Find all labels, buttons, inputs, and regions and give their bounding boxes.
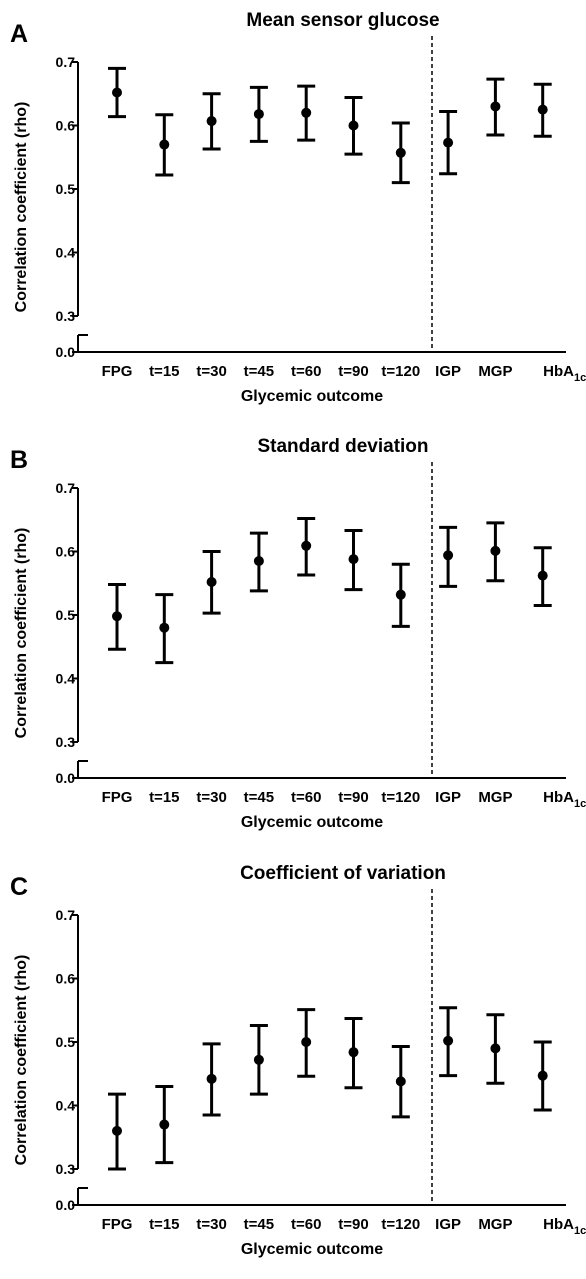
x-tick-label: t=60 (291, 1216, 321, 1233)
y-tick-label: 0.5 (56, 181, 76, 197)
y-tick-label: 0.4 (56, 1098, 76, 1114)
x-tick-label: t=60 (291, 789, 321, 806)
data-point (253, 556, 264, 567)
chart-svg: C Coefficient of variation 0.7 0.6 0.5 0.4 0.3… (10, 863, 586, 1258)
y-tick-label-zero: 0.0 (56, 770, 76, 786)
data-point (206, 576, 217, 587)
panel-b: B Standard deviation 0.7 0.6 0.5 0.4 0.3 0.0 Cor… (0, 426, 586, 852)
x-tick-label: t=90 (338, 363, 368, 380)
x-tick-label: t=15 (149, 789, 179, 806)
x-tick-label: FPG (102, 1216, 133, 1233)
x-tick-label: MGP (478, 363, 512, 380)
data-point (112, 611, 122, 622)
x-tick-label: MGP (478, 1216, 512, 1233)
chart-svg: A Mean sensor glucose 0.7 0.6 0.5 0.4 0.3 0.0 Co… (10, 10, 586, 405)
y-tick-label: 0.6 (56, 544, 76, 560)
x-tick-label: t=120 (381, 789, 420, 806)
data-point (490, 1043, 501, 1054)
data-point (159, 622, 170, 633)
panel-c: C Coefficient of variation 0.7 0.6 0.5 0.4 0.3… (0, 853, 586, 1279)
x-tick-label: MGP (478, 789, 512, 806)
x-tick-label: t=120 (381, 363, 420, 380)
x-tick-label: HbA1c (543, 363, 586, 384)
x-axis-label: Glycemic outcome (241, 814, 383, 831)
chart-svg: B Standard deviation 0.7 0.6 0.5 0.4 0.3 0.0 Cor… (10, 436, 586, 831)
y-tick-label: 0.3 (56, 308, 76, 324)
data-point (301, 107, 312, 118)
x-tick-label: IGP (435, 363, 461, 380)
data-point (490, 101, 501, 112)
x-tick-label: FPG (102, 363, 133, 380)
x-tick-label: t=60 (291, 363, 321, 380)
x-axis-label: Glycemic outcome (241, 388, 383, 405)
data-point (348, 120, 359, 131)
data-point (537, 104, 548, 115)
x-tick-label: t=30 (196, 789, 226, 806)
x-tick-label: t=45 (244, 1216, 274, 1233)
chart-title: Mean sensor glucose (246, 10, 439, 31)
y-tick-label-zero: 0.0 (56, 344, 76, 360)
y-tick-label: 0.5 (56, 607, 76, 623)
data-point (206, 116, 217, 127)
data-point (537, 1070, 548, 1081)
y-tick-label: 0.7 (56, 907, 76, 923)
data-point (395, 147, 406, 158)
y-tick-label: 0.5 (56, 1034, 76, 1050)
x-tick-label: IGP (435, 789, 461, 806)
y-tick-label: 0.4 (56, 245, 76, 261)
x-tick-label: t=15 (149, 1216, 179, 1233)
x-tick-label: t=90 (338, 789, 368, 806)
data-point (253, 1054, 264, 1065)
chart-title: Standard deviation (257, 436, 428, 457)
y-axis-label: Correlation coefficient (rho) (13, 528, 30, 739)
x-tick-label: t=15 (149, 363, 179, 380)
data-point (159, 1119, 170, 1130)
data-point (395, 589, 406, 600)
y-tick-label: 0.3 (56, 734, 76, 750)
y-tick-label: 0.7 (56, 480, 76, 496)
y-tick-label: 0.3 (56, 1161, 76, 1177)
data-point (395, 1076, 406, 1087)
x-tick-label: IGP (435, 1216, 461, 1233)
y-axis-label: Correlation coefficient (rho) (13, 955, 30, 1166)
x-tick-label: t=30 (196, 1216, 226, 1233)
data-point (112, 1125, 122, 1136)
x-axis-label: Glycemic outcome (241, 1241, 383, 1258)
panel-label: A (10, 20, 28, 48)
data-point (301, 540, 312, 551)
y-tick-label: 0.6 (56, 971, 76, 987)
x-tick-label: t=30 (196, 363, 226, 380)
data-point (253, 109, 264, 120)
data-point (490, 545, 501, 556)
y-tick-label-zero: 0.0 (56, 1197, 76, 1213)
data-point (348, 554, 359, 565)
x-tick-label: HbA1c (543, 789, 586, 810)
data-point (443, 1035, 454, 1046)
y-tick-label: 0.7 (56, 54, 76, 70)
y-tick-label: 0.6 (56, 118, 76, 134)
chart-title: Coefficient of variation (240, 863, 446, 884)
data-point (206, 1073, 217, 1084)
x-tick-label: FPG (102, 789, 133, 806)
data-point (159, 139, 170, 150)
y-tick-label: 0.4 (56, 671, 76, 687)
y-axis-label: Correlation coefficient (rho) (13, 102, 30, 313)
x-tick-label: HbA1c (543, 1216, 586, 1237)
data-point (301, 1037, 312, 1047)
panel-label: C (10, 873, 28, 901)
data-point (537, 570, 548, 581)
x-tick-label: t=90 (338, 1216, 368, 1233)
panel-label: B (10, 446, 28, 474)
panel-a: A Mean sensor glucose 0.7 0.6 0.5 0.4 0.3 0.0 Co… (0, 0, 586, 426)
data-point (348, 1047, 359, 1058)
data-point (443, 137, 454, 148)
data-point (443, 550, 454, 561)
x-tick-label: t=120 (381, 1216, 420, 1233)
data-point (112, 87, 122, 98)
x-tick-label: t=45 (244, 363, 274, 380)
x-tick-label: t=45 (244, 789, 274, 806)
